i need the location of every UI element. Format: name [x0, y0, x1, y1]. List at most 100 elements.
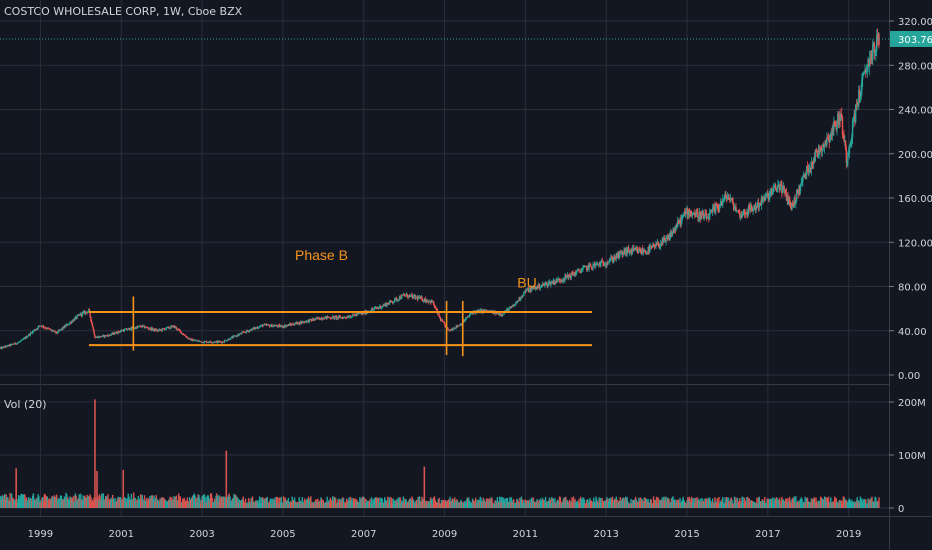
- candle-body: [234, 335, 237, 337]
- candle-body: [569, 276, 572, 278]
- candle-body: [361, 312, 363, 314]
- candle-body: [67, 324, 70, 326]
- candle-body: [760, 202, 762, 206]
- candle-body: [618, 251, 621, 258]
- candle-body: [641, 248, 643, 254]
- candle-body: [327, 316, 329, 318]
- candle-body: [622, 253, 625, 255]
- candle-body: [739, 214, 742, 218]
- candle-body: [782, 186, 785, 188]
- candle-body: [659, 243, 662, 247]
- candle-body: [837, 113, 839, 126]
- candle-body: [110, 334, 112, 336]
- candle-body: [610, 257, 613, 259]
- candle-body: [277, 324, 279, 327]
- candle-body: [668, 235, 670, 240]
- candle-body: [78, 314, 80, 316]
- candle-body: [41, 325, 43, 328]
- candle-body: [757, 202, 759, 208]
- candle-body: [455, 325, 457, 329]
- candle-body: [185, 335, 187, 337]
- candle-body: [722, 198, 725, 200]
- candle-body: [233, 335, 235, 337]
- candle-body: [377, 307, 379, 309]
- candle-body: [64, 325, 66, 327]
- candle-body: [280, 325, 283, 327]
- candle-body: [17, 342, 19, 344]
- candle-body: [519, 297, 521, 300]
- time-tick-label: 2009: [432, 529, 457, 540]
- candle-body: [848, 145, 851, 154]
- candle-body: [254, 327, 256, 330]
- candle-body: [296, 321, 298, 324]
- candle-body: [422, 300, 425, 302]
- candle-body: [597, 263, 600, 265]
- candle-body: [139, 325, 141, 327]
- candle-body: [241, 332, 243, 334]
- candle-body: [55, 331, 57, 333]
- candle-body: [284, 325, 286, 327]
- candle-body: [197, 340, 199, 342]
- candle-body: [558, 278, 561, 281]
- candle-body: [331, 316, 334, 319]
- candle-body: [3, 346, 5, 348]
- candle-body: [500, 313, 502, 316]
- candle-body: [570, 272, 572, 278]
- candle-body: [526, 289, 528, 290]
- candle-body: [616, 253, 618, 258]
- candle-body: [421, 296, 423, 301]
- candle-body: [33, 329, 35, 331]
- candle-body: [37, 326, 39, 329]
- time-tick-label: 2005: [270, 529, 295, 540]
- candle-body: [753, 204, 756, 208]
- candle-body: [356, 313, 359, 315]
- candle-body: [236, 335, 238, 337]
- candle-body: [816, 151, 819, 157]
- candle-body: [517, 300, 520, 302]
- candle-body: [727, 196, 729, 198]
- candle-body: [703, 215, 705, 219]
- candle-body: [704, 213, 706, 216]
- candle-body: [684, 211, 687, 215]
- candle-body: [617, 252, 619, 258]
- candle-body: [792, 202, 794, 206]
- candle-body: [181, 332, 184, 335]
- candle-body: [658, 245, 660, 248]
- candle-body: [349, 316, 351, 318]
- candle-body: [427, 300, 429, 303]
- candle-body: [303, 321, 306, 323]
- candle-body: [128, 328, 130, 329]
- candle-body: [273, 325, 276, 327]
- candle-body: [9, 344, 11, 346]
- candle-body: [830, 134, 833, 136]
- candle-body: [865, 70, 868, 72]
- candle-body: [550, 282, 552, 286]
- candle-body: [321, 318, 324, 320]
- candle-body: [502, 314, 504, 316]
- candle-body: [851, 137, 853, 142]
- price-tick-label: 280.00: [898, 61, 932, 72]
- candle-body: [761, 196, 764, 202]
- candle-body: [422, 300, 424, 302]
- candle-body: [731, 198, 733, 201]
- candle-body: [354, 315, 356, 316]
- candle-body: [401, 294, 404, 296]
- candle-body: [111, 333, 113, 335]
- candle-body: [101, 336, 103, 338]
- candle-body: [708, 217, 710, 220]
- candle-body: [729, 197, 732, 200]
- candle-body: [564, 275, 566, 281]
- candle-body: [346, 316, 349, 318]
- candle-body: [579, 271, 582, 274]
- candle-body: [646, 252, 649, 253]
- candle-body: [470, 313, 472, 315]
- candle-body: [333, 316, 335, 319]
- annotation-label: Phase B: [295, 247, 348, 263]
- candle-body: [159, 329, 161, 331]
- candle-body: [418, 296, 421, 299]
- candle-body: [163, 328, 165, 330]
- price-tick-label: 200.00: [898, 150, 932, 161]
- candle-body: [289, 323, 291, 326]
- candle-body: [247, 330, 249, 332]
